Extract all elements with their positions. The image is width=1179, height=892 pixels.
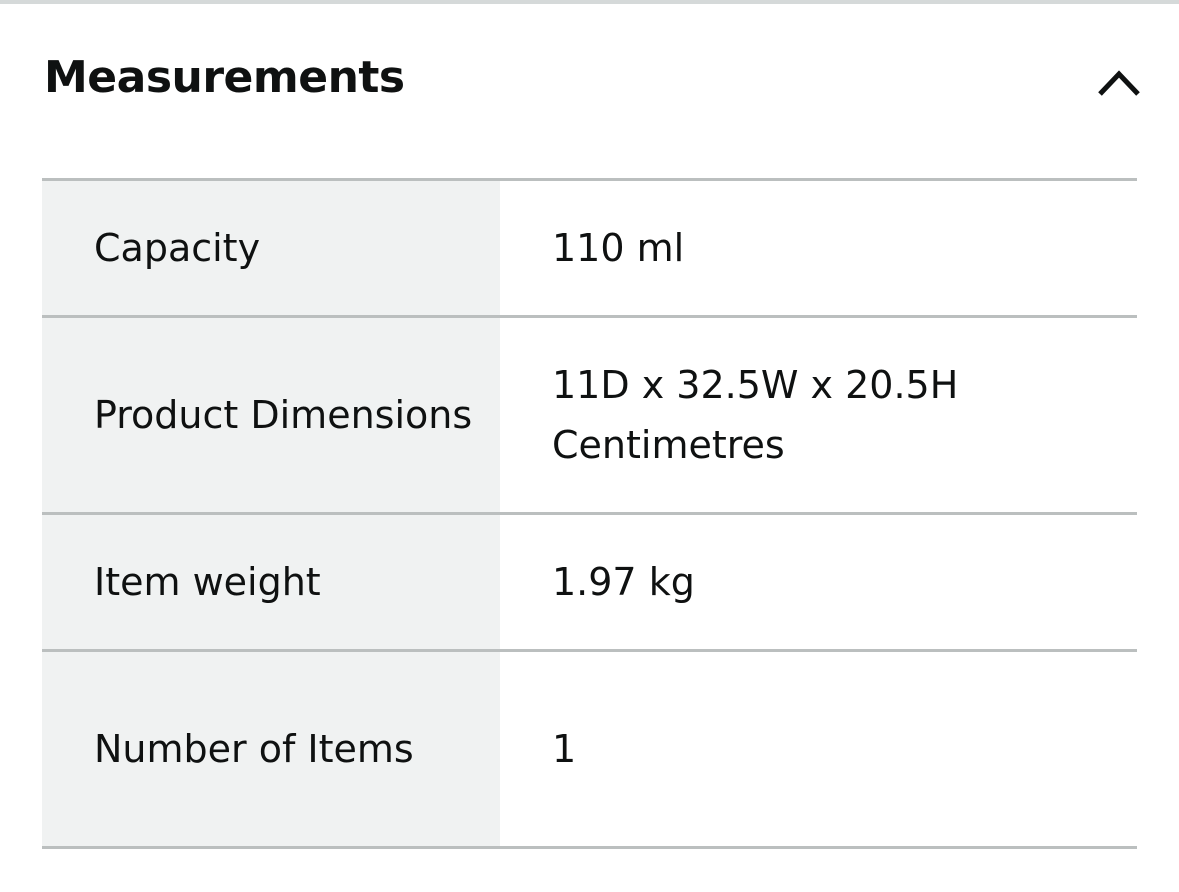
row-value: 110 ml: [500, 178, 1137, 318]
row-value: 1: [500, 649, 1137, 849]
row-value: 11D x 32.5W x 20.5H Centimetres: [500, 315, 1137, 515]
table-row: Item weight 1.97 kg: [42, 512, 1137, 652]
table-row: Capacity 110 ml: [42, 178, 1137, 318]
row-label: Product Dimensions: [42, 315, 500, 515]
row-value: 1.97 kg: [500, 512, 1137, 652]
row-label: Number of Items: [42, 649, 500, 849]
row-label: Item weight: [42, 512, 500, 652]
row-label: Capacity: [42, 178, 500, 318]
table-row: Product Dimensions 11D x 32.5W x 20.5H C…: [42, 315, 1137, 515]
top-divider: [0, 0, 1179, 4]
collapse-toggle-button[interactable]: [1096, 64, 1142, 100]
section-title: Measurements: [44, 52, 405, 103]
table-row: Number of Items 1: [42, 649, 1137, 849]
measurements-table: Capacity 110 ml Product Dimensions 11D x…: [42, 178, 1137, 849]
chevron-up-icon: [1098, 70, 1140, 96]
